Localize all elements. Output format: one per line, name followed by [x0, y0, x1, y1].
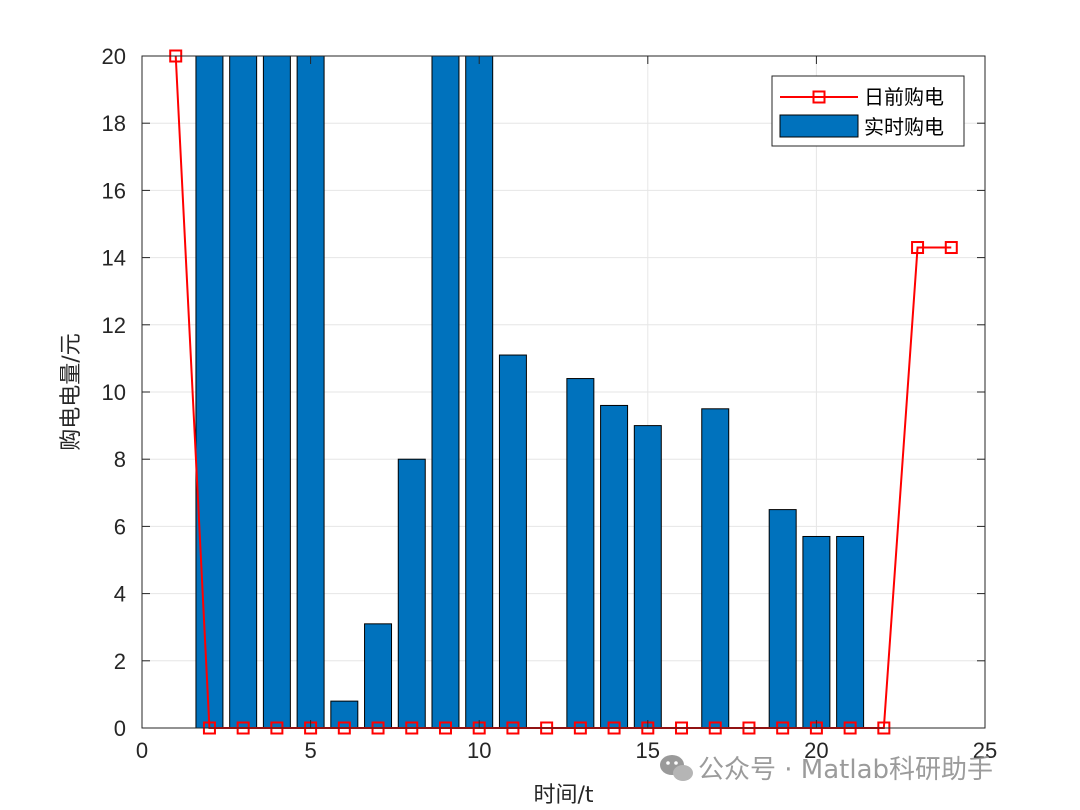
axis-ticks: 0 5 10 15 20 25 0 2 4 6 8 10 12 14 16 18 20: [102, 44, 998, 763]
bar: [229, 55, 258, 729]
watermark-text: 公众号 · Matlab科研助手: [698, 755, 993, 785]
x-tick-label: 20: [804, 738, 828, 763]
x-tick-label: 5: [304, 738, 316, 763]
bar: [364, 623, 393, 729]
bar-series-realtime: [195, 55, 865, 729]
y-tick-label: 14: [102, 246, 126, 271]
x-tick-label: 15: [636, 738, 660, 763]
watermark: 公众号 · Matlab科研助手: [660, 755, 993, 785]
legend-entry-dayahead: 日前购电: [864, 85, 944, 109]
x-tick-label: 0: [136, 738, 148, 763]
bar: [498, 354, 527, 729]
y-tick-label: 0: [114, 716, 126, 741]
bar: [195, 55, 224, 729]
y-tick-label: 12: [102, 313, 126, 338]
legend-entry-realtime: 实时购电: [864, 115, 944, 139]
bar: [701, 408, 730, 729]
legend-bar-swatch: [779, 114, 859, 138]
y-axis-label: 购电电量/元: [59, 333, 84, 450]
y-tick-label: 16: [102, 178, 126, 203]
y-tick-label: 18: [102, 111, 126, 136]
y-tick-label: 4: [114, 582, 126, 607]
bar: [397, 458, 426, 729]
bar: [836, 535, 865, 729]
bar: [330, 700, 359, 729]
y-tick-label: 6: [114, 514, 126, 539]
line-marker: [911, 241, 925, 255]
line-marker: [944, 241, 958, 255]
bar: [465, 55, 494, 729]
bar: [600, 404, 629, 729]
wechat-icon: [660, 755, 693, 781]
legend: 日前购电 实时购电: [771, 75, 965, 147]
y-tick-label: 8: [114, 447, 126, 472]
x-tick-label: 10: [467, 738, 491, 763]
bar: [431, 55, 460, 729]
bar: [262, 55, 291, 729]
y-tick-label: 10: [102, 380, 126, 405]
bar: [566, 378, 595, 729]
x-tick-label: 25: [973, 738, 997, 763]
y-tick-label: 2: [114, 649, 126, 674]
bar: [296, 55, 325, 729]
y-tick-label: 20: [102, 44, 126, 69]
bar: [768, 509, 797, 729]
bar: [802, 535, 831, 729]
bar: [633, 425, 662, 729]
legend-square-marker: [812, 90, 826, 104]
x-axis-label: 时间/t: [533, 783, 593, 808]
